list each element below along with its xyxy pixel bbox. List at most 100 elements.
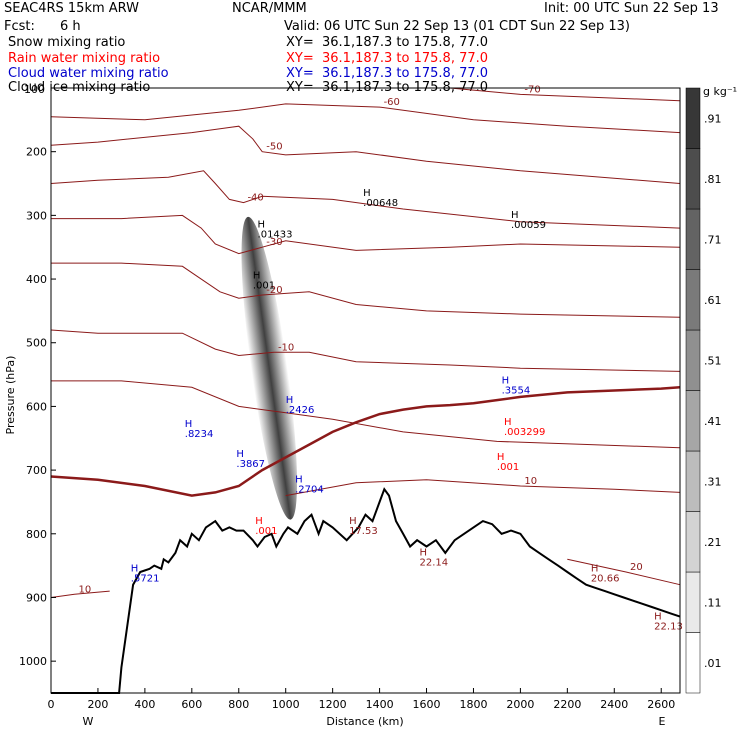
x-tick-label: 2400 bbox=[600, 698, 628, 711]
high-marker: H bbox=[255, 516, 263, 527]
high-marker: H bbox=[511, 210, 519, 221]
isotherm-label: -50 bbox=[266, 142, 282, 153]
x-tick-label: 2200 bbox=[553, 698, 581, 711]
high-value-label: 22.13 bbox=[654, 621, 683, 632]
annotation-layer: H.01433H.00648H.00059H.001H.8234H.3867H.… bbox=[131, 188, 683, 633]
high-value-label: .2426 bbox=[286, 405, 315, 416]
x-tick-label: 400 bbox=[134, 698, 155, 711]
high-marker: H bbox=[236, 449, 244, 460]
colorbar-swatch bbox=[685, 269, 701, 331]
colorbar-level-label: .51 bbox=[704, 354, 722, 367]
high-marker: H bbox=[504, 417, 512, 428]
x-axis: 0 200 400 600 800 1000 1200 1400 1600 1800 2000 220… bbox=[48, 688, 675, 711]
isotherm-line bbox=[50, 103, 681, 134]
isotherm-label: -70 bbox=[524, 84, 540, 95]
colorbar-level-label: .41 bbox=[704, 415, 722, 428]
y-axis: 200 300 400 500 600 700 800 900 1000 bbox=[19, 146, 56, 668]
colorbar-level-label: .81 bbox=[704, 173, 722, 186]
y-tick-label: 600 bbox=[26, 400, 47, 413]
field-xy-cloudwater: XY= 36.1,187.3 to 175.8, 77.0 bbox=[286, 66, 489, 81]
isotherm-label: 20 bbox=[630, 562, 643, 573]
freezing-level-line bbox=[50, 386, 681, 497]
x-tick-label: 2000 bbox=[506, 698, 534, 711]
isotherm-label: -60 bbox=[384, 97, 400, 108]
plot-frame bbox=[50, 87, 681, 694]
isotherm-line bbox=[50, 125, 681, 184]
high-marker: H bbox=[286, 395, 294, 406]
isotherm-label: -30 bbox=[266, 237, 282, 248]
isotherm-line bbox=[50, 590, 110, 598]
isotherm-line bbox=[51, 214, 681, 255]
isotherm-label: -10 bbox=[278, 342, 294, 353]
high-marker: H bbox=[502, 376, 510, 387]
high-marker: H bbox=[363, 188, 371, 199]
colorbar-swatch bbox=[685, 329, 701, 391]
colorbar-swatch bbox=[685, 571, 701, 633]
isotherm-label: -20 bbox=[266, 285, 282, 296]
colorbar-unit: g kg⁻¹ bbox=[703, 85, 737, 98]
high-value-label: .00648 bbox=[363, 198, 398, 209]
colorbar-swatch bbox=[685, 87, 701, 149]
isotherm-line bbox=[50, 329, 681, 372]
high-value-label: .001 bbox=[497, 462, 519, 473]
high-marker: H bbox=[654, 611, 662, 622]
field-xy-rain: XY= 36.1,187.3 to 175.8, 77.0 bbox=[286, 51, 489, 66]
x-axis-label: Distance (km) bbox=[326, 715, 403, 728]
colorbar-level-label: .21 bbox=[704, 536, 722, 549]
colorbar-swatch bbox=[685, 632, 701, 694]
high-marker: H bbox=[185, 419, 193, 430]
high-marker: H bbox=[349, 516, 357, 527]
snow-shading-layer bbox=[241, 216, 298, 520]
x-tick-label: 2600 bbox=[647, 698, 675, 711]
high-marker: H bbox=[419, 548, 427, 559]
header-init: Init: 00 UTC Sun 22 Sep 13 bbox=[544, 1, 719, 16]
isotherm-line bbox=[50, 170, 681, 229]
header-valid: Valid: 06 UTC Sun 22 Sep 13 (01 CDT Sun … bbox=[284, 19, 630, 34]
colorbar-level-label: .01 bbox=[704, 657, 722, 670]
high-value-label: .2704 bbox=[295, 484, 324, 495]
colorbar-level-label: .61 bbox=[704, 294, 722, 307]
x-tick-label: 1600 bbox=[413, 698, 441, 711]
x-tick-label: 1200 bbox=[319, 698, 347, 711]
high-value-label: .003299 bbox=[504, 427, 545, 438]
x-tick-label: 1400 bbox=[366, 698, 394, 711]
colorbar-swatch bbox=[685, 390, 701, 452]
isotherm-label: 10 bbox=[78, 584, 91, 595]
y-tick-label: 200 bbox=[26, 146, 47, 159]
header-org: NCAR/MMM bbox=[232, 1, 307, 16]
colorbar-swatch bbox=[685, 208, 701, 270]
y-tick-label: 700 bbox=[26, 464, 47, 477]
y-tick-label: 1000 bbox=[19, 655, 47, 668]
colorbar-level-label: .11 bbox=[704, 596, 722, 609]
terrain-line bbox=[51, 487, 681, 694]
y-top-tick-label: 100 bbox=[24, 83, 45, 96]
high-value-label: 17.53 bbox=[349, 526, 378, 537]
high-marker: H bbox=[295, 474, 303, 485]
high-marker: H bbox=[591, 564, 599, 575]
snow-plume bbox=[241, 216, 298, 520]
isotherm-line bbox=[51, 380, 681, 449]
x-tick-label: 1000 bbox=[272, 698, 300, 711]
colorbar-swatch bbox=[685, 450, 701, 512]
high-value-label: .3554 bbox=[502, 386, 531, 397]
high-value-label: 22.14 bbox=[419, 558, 448, 569]
y-tick-label: 500 bbox=[26, 337, 47, 350]
high-marker: H bbox=[253, 271, 261, 282]
high-value-label: .3867 bbox=[236, 459, 265, 470]
x-tick-label: 1800 bbox=[459, 698, 487, 711]
colorbar-level-label: .91 bbox=[704, 112, 722, 125]
high-value-label: .00059 bbox=[511, 220, 546, 231]
x-tick-label: 600 bbox=[181, 698, 202, 711]
field-label-cloudwater: Cloud water mixing ratio bbox=[8, 66, 169, 81]
high-value-label: .8234 bbox=[185, 429, 214, 440]
colorbar-level-label: .31 bbox=[704, 475, 722, 488]
high-value-label: .001 bbox=[255, 526, 277, 537]
colorbar-swatch bbox=[685, 511, 701, 573]
x-end-label-west: W bbox=[83, 715, 94, 728]
x-end-label-east: E bbox=[659, 715, 666, 728]
x-tick-label: 0 bbox=[48, 698, 55, 711]
field-label-snow: Snow mixing ratio bbox=[8, 35, 126, 50]
isotherm-line bbox=[285, 479, 681, 497]
high-value-label: .001 bbox=[253, 281, 275, 292]
